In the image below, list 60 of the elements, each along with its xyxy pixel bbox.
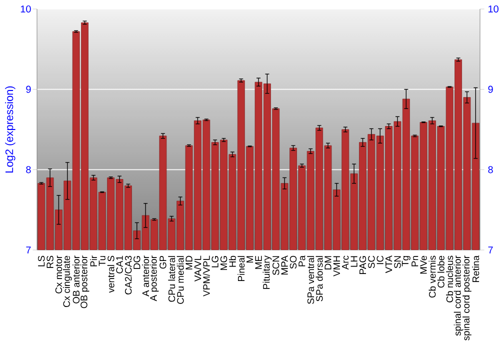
x-tick-label: SPa dorsal [316,256,323,302]
x-tick-label: LS [38,256,45,266]
x-tick-label: MD [186,256,192,270]
y2-tick-label: 8 [488,166,493,174]
y-tick-label: 7 [26,246,31,254]
x-tick-label: Tg [402,256,410,266]
x-tick-label: VMH [333,256,340,276]
x-tick-label: OB posterior [80,256,90,308]
x-tick-label: Pir [90,256,97,266]
x-tick-label: Cb vermis [428,256,436,298]
x-tick-label: Cx cingulate [62,256,72,308]
x-tick-label: CA2/CA3 [124,256,132,294]
x-tick-label: MVe [420,256,427,274]
y-axis-title: Log2 (expression) [5,86,16,172]
y-tick-label: 9 [26,86,31,93]
x-tick-label: SN [394,256,401,268]
x-tick-label: IC [376,256,384,264]
x-tick-label: LH [350,256,358,267]
x-tick-label: CPu medial [176,256,184,304]
y-tick-label: 8 [26,166,31,174]
x-tick-label: SO [290,256,297,269]
x-tick-label: VPM/VPL [202,256,210,296]
x-tick-label: Tu [98,256,106,266]
x-tick-label: A anterior [142,256,150,296]
y2-tick-label: 9 [488,86,493,93]
y-tick-label: 10 [20,5,31,13]
y2-tick-label: 7 [488,246,493,254]
x-tick-label: Cb lobe [437,256,444,288]
x-tick-label: A posterior [150,256,159,302]
x-tick-label: Cx motor [55,256,62,294]
x-tick-label: DG [134,256,140,269]
x-tick-label: Pituitary [262,255,272,289]
x-tick-label: VTA [386,255,392,274]
x-tick-label: Retina [472,255,480,282]
x-tick-label: CA1 [116,256,123,274]
x-tick-label: Pineal [238,256,245,281]
x-tick-label: CPu lateral [168,256,176,302]
x-tick-label: Hb [228,256,236,267]
x-tick-label: SPa ventral [307,256,314,304]
x-tick-label: Pa [298,255,306,266]
x-tick-label: ME [255,256,262,269]
x-tick-label: M [246,256,254,263]
x-tick-label: Arc [342,256,349,270]
x-tick-label: ventral S [107,256,114,293]
x-tick-label: MPA [281,255,288,274]
x-tick-label: Pn [412,256,418,266]
x-tick-label: GP [160,256,166,269]
x-tick-label: VA/VL [194,256,202,282]
x-tick-label: LG [212,256,218,268]
x-tick-label: PAG [359,256,366,274]
x-tick-label: spinal cord posterior [462,256,472,340]
x-tick-label: spinal cord anterior [454,256,463,336]
x-tick-label: RS [46,256,54,268]
x-tick-label: SC [368,256,375,268]
y2-tick-label: 10 [488,5,498,13]
x-tick-label: MG [220,256,228,270]
x-tick-label: OB anterior [72,256,80,304]
x-tick-label: Cb nucleus [446,256,454,302]
x-tick-label: DM [324,256,332,270]
x-tick-label: SCN [272,256,280,275]
